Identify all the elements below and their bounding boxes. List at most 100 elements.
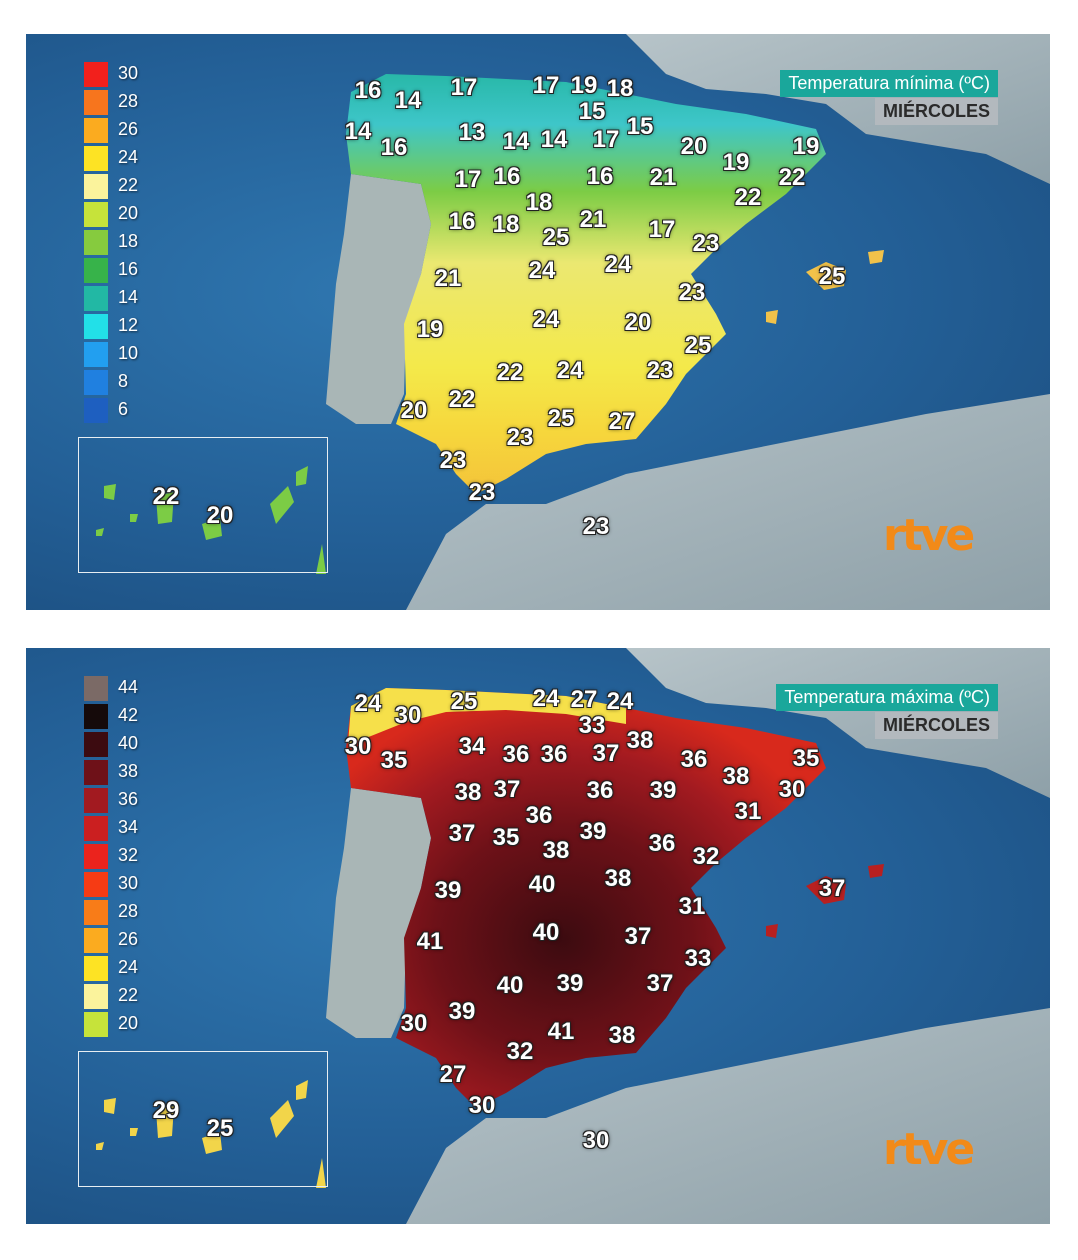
temperature-value: 23	[692, 230, 720, 257]
temperature-value: 14	[540, 126, 568, 153]
map-title: Temperatura mínima (ºC)	[780, 70, 998, 97]
temperature-value: 24	[606, 688, 634, 715]
temperature-value: 37	[646, 970, 674, 997]
temperature-value: 18	[606, 75, 634, 102]
temperature-value: 33	[578, 712, 606, 739]
legend-label: 24	[118, 147, 139, 167]
legend-swatch	[84, 398, 108, 423]
temperature-value: 33	[684, 945, 712, 972]
temperature-value: 23	[439, 447, 467, 474]
temperature-value: 36	[648, 830, 676, 857]
temperature-value: 37	[624, 923, 652, 950]
temperature-value: 27	[608, 408, 636, 435]
temperature-value: 36	[540, 741, 568, 768]
temperature-value: 17	[454, 166, 482, 193]
temperature-value: 30	[778, 776, 806, 803]
rtve-logo: rtve	[883, 1124, 975, 1175]
temperature-value: 27	[439, 1061, 467, 1088]
temperature-value: 38	[542, 837, 570, 864]
temperature-value: 41	[547, 1018, 575, 1045]
temperature-value: 25	[450, 688, 478, 715]
temperature-value: 22	[448, 386, 476, 413]
temperature-value: 16	[354, 77, 382, 104]
legend-label: 22	[118, 175, 139, 195]
temperature-value: 37	[818, 875, 846, 902]
min-temperature-map-panel: 30 28 26 24 22 20 18 16 14 12 10 8 6 Tem…	[26, 34, 1050, 610]
temperature-value: 20	[624, 309, 652, 336]
legend-label: 20	[118, 203, 139, 223]
spain-landmass	[346, 74, 826, 494]
canary-islands-inset	[78, 1051, 328, 1187]
temperature-value: 36	[502, 741, 530, 768]
temperature-value: 20	[680, 133, 708, 160]
temperature-value: 17	[532, 72, 560, 99]
spain-landmass	[346, 688, 826, 1108]
canary-islands-inset	[78, 437, 328, 573]
temperature-value: 24	[354, 690, 382, 717]
temperature-value: 38	[454, 779, 482, 806]
africa-landmass	[406, 394, 1050, 610]
legend-swatch	[84, 956, 108, 981]
temperature-value: 30	[582, 1127, 610, 1154]
legend-label: 30	[118, 873, 139, 893]
temperature-value: 24	[528, 257, 556, 284]
temperature-value: 27	[570, 686, 598, 713]
temperature-value: 17	[592, 126, 620, 153]
temperature-value: 24	[604, 251, 632, 278]
north-coast-band	[348, 688, 626, 744]
canary-islands	[96, 466, 326, 574]
legend-label: 14	[118, 287, 139, 307]
legend-label: 24	[118, 957, 139, 977]
temperature-value: 24	[532, 685, 560, 712]
legend-label: 16	[118, 259, 139, 279]
temperature-value: 20	[206, 502, 234, 529]
temperature-value: 18	[525, 189, 553, 216]
temperature-value: 35	[792, 745, 820, 772]
temperature-value: 23	[582, 513, 610, 540]
balearic-islands	[766, 250, 884, 324]
map-background	[96, 648, 1050, 1224]
legend-swatch	[84, 202, 108, 227]
legend-swatch	[84, 760, 108, 785]
legend-label: 12	[118, 315, 139, 335]
legend-label: 26	[118, 929, 139, 949]
temperature-value: 39	[434, 877, 462, 904]
temperature-value: 38	[608, 1022, 636, 1049]
temperature-value: 32	[692, 843, 720, 870]
temperature-value: 13	[458, 119, 486, 146]
temperature-value: 29	[152, 1097, 180, 1124]
legend-swatch	[84, 62, 108, 87]
temperature-value: 21	[434, 265, 462, 292]
legend-swatch	[84, 732, 108, 757]
temperature-value: 16	[586, 163, 614, 190]
legend-swatch	[84, 230, 108, 255]
temperature-value: 23	[468, 479, 496, 506]
legend-label: 36	[118, 789, 139, 809]
temperature-value: 19	[570, 72, 598, 99]
temperature-value: 22	[778, 164, 806, 191]
temperature-value: 40	[496, 972, 524, 999]
legend-swatch	[84, 90, 108, 115]
legend-label: 32	[118, 845, 139, 865]
temperature-value: 19	[416, 316, 444, 343]
temperature-value: 19	[722, 149, 750, 176]
temperature-value: 14	[344, 118, 372, 145]
legend-swatch	[84, 928, 108, 953]
temperature-value: 40	[532, 919, 560, 946]
legend-swatch	[84, 146, 108, 171]
balearic-islands	[766, 864, 884, 938]
temperature-value: 31	[678, 893, 706, 920]
temperature-value: 38	[626, 727, 654, 754]
legend-label: 44	[118, 677, 139, 697]
legend-label: 10	[118, 343, 139, 363]
legend-label: 26	[118, 119, 139, 139]
temperature-value: 25	[542, 224, 570, 251]
temperature-value: 23	[506, 424, 534, 451]
temperature-value: 23	[646, 357, 674, 384]
temperature-value: 25	[818, 263, 846, 290]
temperature-value: 16	[448, 208, 476, 235]
legend-swatch	[84, 174, 108, 199]
legend-swatch	[84, 984, 108, 1009]
legend-label: 40	[118, 733, 139, 753]
legend-label: 8	[118, 371, 129, 391]
